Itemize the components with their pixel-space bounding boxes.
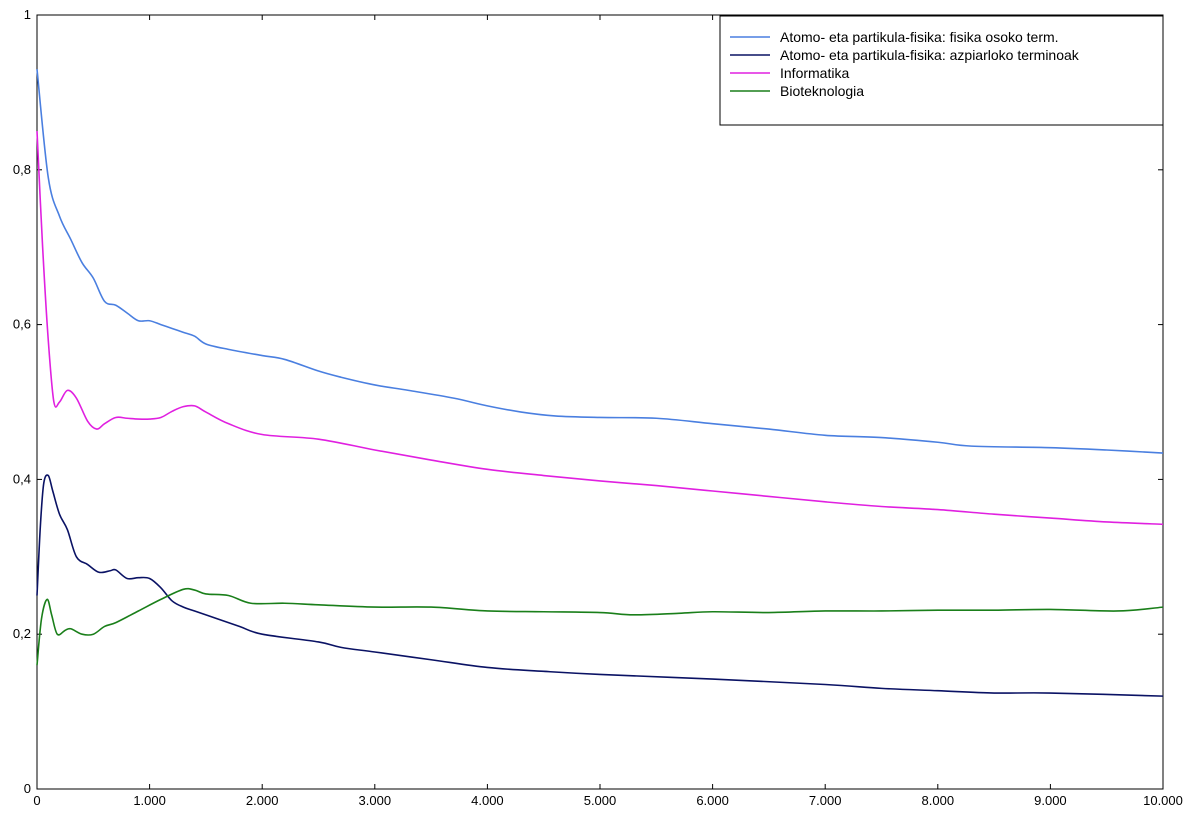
legend-label: Atomo- eta partikula-fisika: fisika osok… (780, 29, 1059, 45)
legend-label: Bioteknologia (780, 83, 864, 99)
y-tick-label: 0,8 (13, 162, 31, 177)
y-tick-label: 0 (24, 781, 31, 796)
x-axis: 0 1.000 2.000 3.000 4.000 5.000 6.000 7.000 8.00… (33, 15, 1183, 808)
x-tick-label: 5.000 (584, 793, 617, 808)
x-tick-label: 7.000 (809, 793, 842, 808)
series-line-2 (36, 474, 1164, 697)
series-line-4 (36, 587, 1164, 666)
y-tick-label: 0,2 (13, 626, 31, 641)
x-tick-label: 1.000 (133, 793, 166, 808)
plot-area (36, 14, 1164, 790)
x-tick-label: 8.000 (922, 793, 955, 808)
series-lines (36, 69, 1164, 697)
x-tick-label: 0 (33, 793, 40, 808)
legend: Atomo- eta partikula-fisika: fisika osok… (719, 15, 1164, 126)
legend-label: Informatika (780, 65, 849, 81)
x-tick-label: 9.000 (1034, 793, 1067, 808)
x-tick-label: 4.000 (471, 793, 504, 808)
series-line-3 (36, 131, 1164, 526)
y-tick-label: 1 (24, 7, 31, 22)
x-tick-label: 3.000 (359, 793, 392, 808)
legend-label: Atomo- eta partikula-fisika: azpiarloko … (780, 47, 1080, 63)
y-tick-label: 0,4 (13, 471, 31, 486)
series-line-1 (36, 69, 1164, 454)
y-tick-label: 0,6 (13, 317, 31, 332)
x-tick-label: 10.000 (1143, 793, 1183, 808)
x-tick-label: 2.000 (246, 793, 279, 808)
legend-box (719, 15, 1164, 126)
x-tick-label: 6.000 (696, 793, 729, 808)
y-axis: 0 0,2 0,4 0,6 0,8 1 (13, 7, 1163, 796)
